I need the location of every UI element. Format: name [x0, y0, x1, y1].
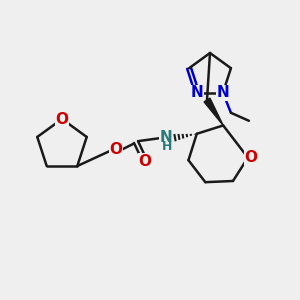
Text: O: O	[139, 154, 152, 169]
Text: H: H	[162, 140, 172, 152]
Text: N: N	[160, 130, 172, 146]
Text: N: N	[191, 85, 203, 100]
Text: O: O	[110, 142, 122, 158]
Text: O: O	[244, 150, 257, 165]
Text: N: N	[217, 85, 229, 100]
Polygon shape	[204, 98, 223, 125]
Text: O: O	[56, 112, 68, 127]
